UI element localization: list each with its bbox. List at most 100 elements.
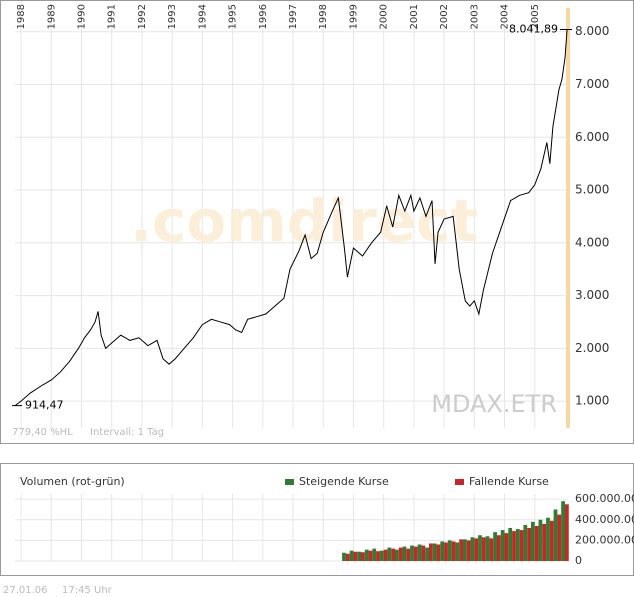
volume-bar [546,517,550,561]
volume-bar [553,509,558,561]
info-text: 779,40 %HL [12,427,73,438]
price-line [14,29,568,407]
volume-bar [455,542,460,561]
volume-bar [417,544,422,561]
volume-bar [345,553,350,561]
y-tick-label: 7.000 [575,77,609,91]
volume-bar [519,530,524,561]
volume-bar [508,528,513,561]
volume-bar [421,545,426,561]
x-tick-label: 1996 [258,4,269,29]
volume-bar [489,538,494,561]
volume-bar [470,537,475,561]
volume-bar [406,548,411,561]
volume-bar [425,547,429,561]
volume-bar [462,539,467,561]
volume-title: Volumen (rot-grün) [20,475,125,488]
volume-bar [349,550,354,561]
x-tick-label: 1995 [228,4,239,29]
volume-bar [391,548,395,561]
volume-bar [387,547,392,561]
volume-bar [478,535,482,561]
volume-bar [394,549,399,561]
legend-swatch [455,479,464,485]
footer-time: 17:45 Uhr [62,585,113,596]
x-tick-label: 2001 [409,4,420,29]
x-tick-label: 2003 [469,4,480,29]
footer-date: 27.01.06 [3,585,48,596]
x-tick-label: 2002 [439,4,450,29]
volume-bar [459,539,463,561]
price-panel [0,0,634,444]
x-tick-label: 1990 [76,4,87,29]
volume-bar [557,514,562,561]
volume-bar [530,521,535,561]
y-tick-label: 8.000 [575,24,609,38]
volume-bar [353,551,358,561]
volume-bar [500,530,505,561]
volume-bar [549,520,554,561]
y-tick-label: 0 [575,554,582,567]
y-tick-label: 4.000 [575,235,609,249]
volume-bar [538,519,543,561]
annotation: 914,47 [25,399,64,412]
series-label: MDAX.ETR [431,390,557,418]
x-tick-label: 1988 [16,4,27,29]
y-tick-label: 600.000.000 [575,492,634,505]
volume-bar [447,540,452,561]
volume-bar [368,550,373,561]
volume-bar [561,501,565,561]
y-tick-label: 200.000.000 [575,533,634,546]
volume-bar [481,537,486,561]
x-tick-label: 1989 [46,4,57,29]
volume-bar [372,548,377,561]
x-tick-label: 2000 [379,4,390,29]
volume-bar [527,528,531,561]
volume-bar [534,525,539,561]
x-tick-label: 1992 [137,4,148,29]
x-tick-label: 1994 [197,4,208,29]
volume-bar [523,524,528,561]
volume-bar [364,549,369,561]
legend-label: Steigende Kurse [299,475,389,488]
volume-bar [342,552,346,561]
volume-bar [515,529,520,561]
volume-bar [444,542,448,561]
y-tick-label: 3.000 [575,288,609,302]
volume-bar [398,547,403,561]
volume-bar [440,541,445,561]
volume-bar [410,545,414,561]
x-tick-label: 1999 [348,4,359,29]
volume-bar [361,552,365,561]
volume-bar [379,550,384,561]
y-tick-label: 1.000 [575,394,609,408]
volume-bar [504,533,509,561]
volume-bar [402,546,407,561]
x-tick-label: 1997 [288,4,299,29]
y-tick-label: 2.000 [575,341,609,355]
y-tick-label: 5.000 [575,183,609,197]
volume-bar [436,544,441,561]
y-tick-label: 400.000.000 [575,513,634,526]
x-tick-label: 1993 [167,4,178,29]
volume-bar [564,504,569,561]
annotation: 8.041,89 [509,23,558,36]
volume-bar [493,532,497,561]
x-tick-label: 1998 [318,4,329,29]
x-tick-label: 1991 [107,4,118,29]
volume-bar [376,551,380,561]
x-tick-label: 2004 [500,4,511,29]
volume-bar [432,543,437,561]
volume-bar [451,541,456,561]
info-text: Intervall: 1 Tag [90,427,164,438]
volume-bar [383,549,388,561]
legend-label: Fallende Kurse [469,475,549,488]
legend-swatch [285,479,294,485]
watermark: .comdirect [130,187,478,255]
volume-bar [357,551,362,561]
volume-bar [466,540,471,561]
volume-bar [542,523,547,561]
volume-bar [512,531,516,561]
